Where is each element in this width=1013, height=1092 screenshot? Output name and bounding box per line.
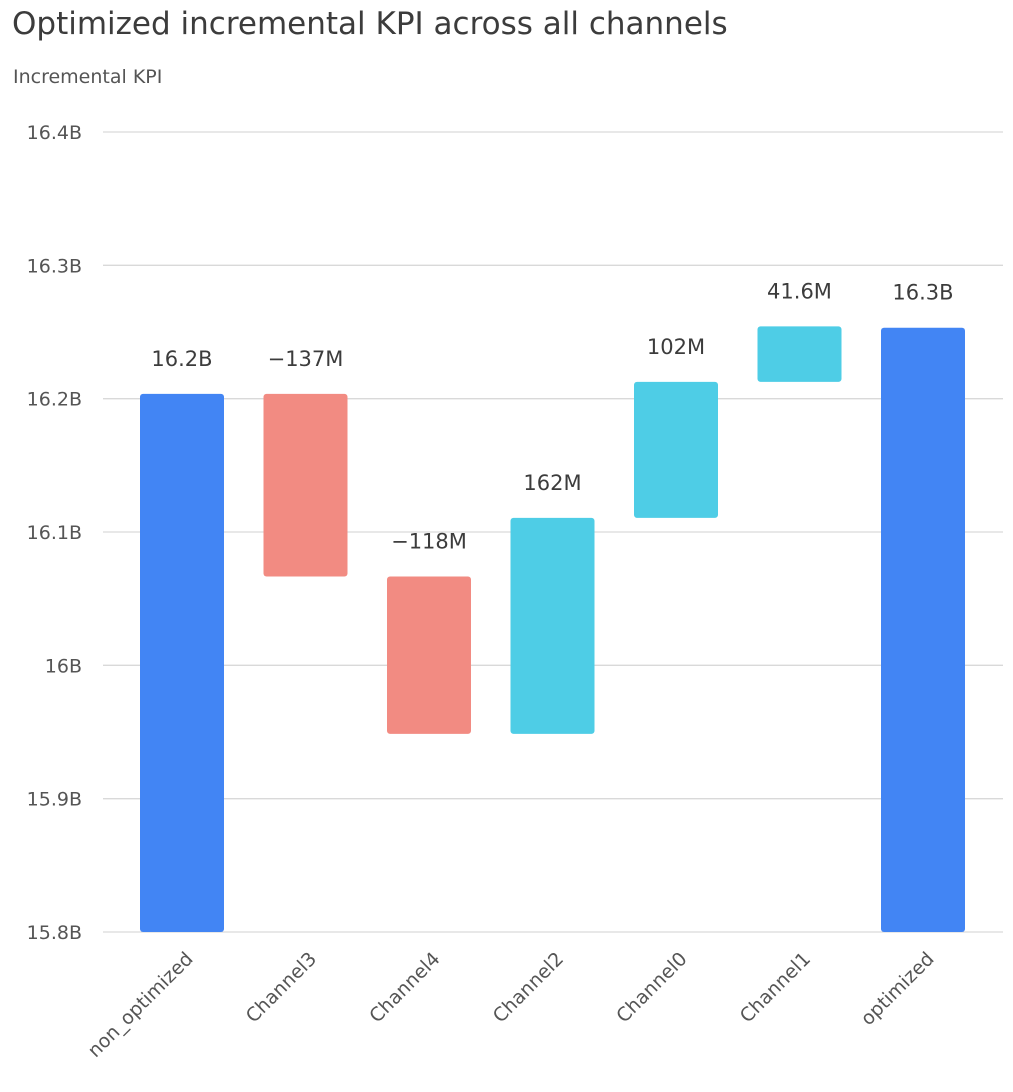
y-tick-label: 16B [45, 655, 82, 677]
data-label: 102M [647, 335, 705, 359]
y-tick-label: 16.4B [27, 122, 82, 144]
data-label: 16.2B [151, 347, 212, 371]
bar-non_optimized [140, 393, 224, 932]
y-tick-label: 16.3B [27, 255, 82, 277]
x-tick-label: Channel1 [736, 948, 815, 1027]
y-tick-label: 15.8B [27, 922, 82, 944]
bar-Channel2 [510, 517, 595, 734]
x-tick-label: Channel3 [242, 948, 321, 1027]
data-label: −118M [391, 530, 467, 554]
data-label: 16.3B [892, 281, 953, 305]
bar-Channel4 [387, 576, 471, 734]
bar-Channel0 [634, 381, 718, 518]
y-tick-label: 16.1B [27, 522, 82, 544]
x-tick-label: Channel2 [489, 948, 568, 1027]
bar-Channel3 [263, 393, 348, 577]
data-label: −137M [268, 347, 344, 371]
chart-title: Optimized incremental KPI across all cha… [12, 6, 728, 42]
x-tick-label: Channel4 [365, 948, 444, 1027]
y-tick-label: 16.2B [27, 389, 82, 411]
y-axis-label: Incremental KPI [13, 66, 163, 88]
data-label: 41.6M [767, 279, 832, 303]
bar-Channel1 [757, 326, 842, 382]
y-tick-label: 15.9B [27, 789, 82, 811]
x-tick-label: non_optimized [84, 948, 198, 1062]
x-tick-label: optimized [857, 948, 939, 1030]
x-tick-label: Channel0 [612, 948, 691, 1027]
data-label: 162M [523, 471, 581, 495]
bar-optimized [881, 327, 965, 932]
